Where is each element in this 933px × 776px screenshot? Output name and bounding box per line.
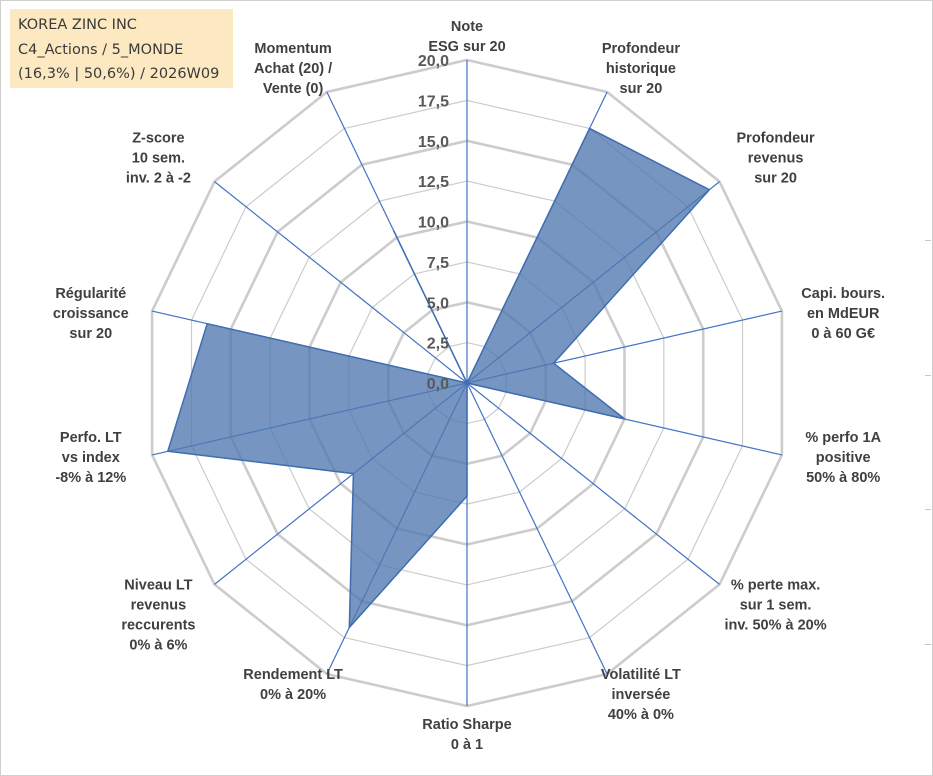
axis-label-line: revenus [131,597,187,613]
axis-label-perfo-lt-index: Perfo. LT vs index -8% à 12% [55,430,126,486]
axis-label-rendement-lt: Rendement LT 0% à 20% [243,667,343,703]
axis-label-line: Rendement LT [243,667,343,683]
axis-label-line: 40% à 0% [608,707,674,723]
axis-label-line: sur 20 [620,81,663,97]
axis-label-line: Régularité [55,286,126,302]
title-stats: (16,3% | 50,6%) / 2026W09 [18,66,220,82]
axis-label-line: 10 sem. [132,151,185,167]
radial-tick-label: 7,5 [427,255,449,272]
axis-label-ratio-sharpe: Ratio Sharpe 0 à 1 [422,717,511,753]
radial-tick-label: 17,5 [418,93,449,110]
axis-label-niveau-lt-revenus: Niveau LT revenus reccurents 0% à 6% [121,577,195,653]
axis-label-line: % perte max. [731,577,820,593]
edge-tick [925,509,931,510]
axis-label-line: Note [451,19,483,35]
axis-label-line: ESG sur 20 [428,39,505,55]
axis-label-line: croissance [53,306,129,322]
radial-tick-label: 2,5 [427,336,449,353]
axis-label-line: 0% à 6% [129,637,187,653]
title-portfolio: C4_Actions / 5_MONDE [18,41,184,58]
radial-tick-label: 10,0 [418,215,449,232]
axis-label-line: Ratio Sharpe [422,717,511,733]
axis-label-line: -8% à 12% [55,470,126,486]
axis-label-line: en MdEUR [807,306,880,322]
axis-label-z-score: Z-score 10 sem. inv. 2 à -2 [126,131,191,187]
axis-label-line: Vente (0) [263,81,324,97]
axis-label-line: 0% à 20% [260,687,326,703]
axis-label-line: Perfo. LT [60,430,122,446]
axis-label-line: sur 20 [754,171,797,187]
axis-label-line: inv. 2 à -2 [126,171,191,187]
axis-label-line: historique [606,61,676,77]
axis-spoke [466,382,608,675]
axis-spoke [214,181,468,384]
axis-label-line: inv. 50% à 20% [725,617,827,633]
axis-label-perte-max: % perte max. sur 1 sem. inv. 50% à 20% [725,577,827,633]
axis-label-line: % perfo 1A [805,430,881,446]
radial-tick-label: 5,0 [427,295,449,312]
axis-label-profondeur-revenus: Profondeur revenus sur 20 [737,131,815,187]
axis-label-line: inversée [611,687,670,703]
axis-label-line: Niveau LT [124,577,192,593]
axis-label-line: Capi. bours. [801,286,885,302]
axis-label-profondeur-historique: Profondeur historique sur 20 [602,41,680,97]
axis-label-line: Z-score [132,131,184,147]
axis-label-line: Momentum [254,41,331,57]
title-company: KOREA ZINC INC [18,17,137,33]
edge-tick [925,644,931,645]
series-area [166,127,711,630]
axis-label-line: Profondeur [737,131,815,147]
axis-label-line: Profondeur [602,41,680,57]
axis-label-momentum: Momentum Achat (20) / Vente (0) [254,41,332,97]
radial-tick-label: 15,0 [418,134,449,151]
axis-label-line: Achat (20) / [254,61,332,77]
axis-label-line: 0 à 1 [451,737,483,753]
title-box: KOREA ZINC INC C4_Actions / 5_MONDE (16,… [10,9,233,88]
axis-label-volatilite-lt: Volatilité LT inversée 40% à 0% [601,667,681,723]
edge-tick [925,375,931,376]
axis-label-regularite-croissance: Régularité croissance sur 20 [53,286,129,342]
axis-label-line: positive [816,450,871,466]
axis-label-line: vs index [62,450,120,466]
axis-label-line: 50% à 80% [806,470,880,486]
edge-tick [925,240,931,241]
axis-label-line: sur 20 [69,326,112,342]
axis-label-capi-boursiere: Capi. bours. en MdEUR 0 à 60 G€ [801,286,885,342]
radial-tick-label: 20,0 [418,53,449,70]
axis-label-perfo-1a-positive: % perfo 1A positive 50% à 80% [805,430,881,486]
axis-label-line: sur 1 sem. [740,597,812,613]
radial-tick-label: 0,0 [427,376,449,393]
radial-tick-label: 12,5 [418,174,449,191]
axis-label-note-esg: Note ESG sur 20 [428,19,505,55]
axis-label-line: Volatilité LT [601,667,681,683]
axis-label-line: revenus [748,151,804,167]
axis-label-line: 0 à 60 G€ [811,326,875,342]
axis-label-line: reccurents [121,617,195,633]
axis-spoke [466,382,720,585]
